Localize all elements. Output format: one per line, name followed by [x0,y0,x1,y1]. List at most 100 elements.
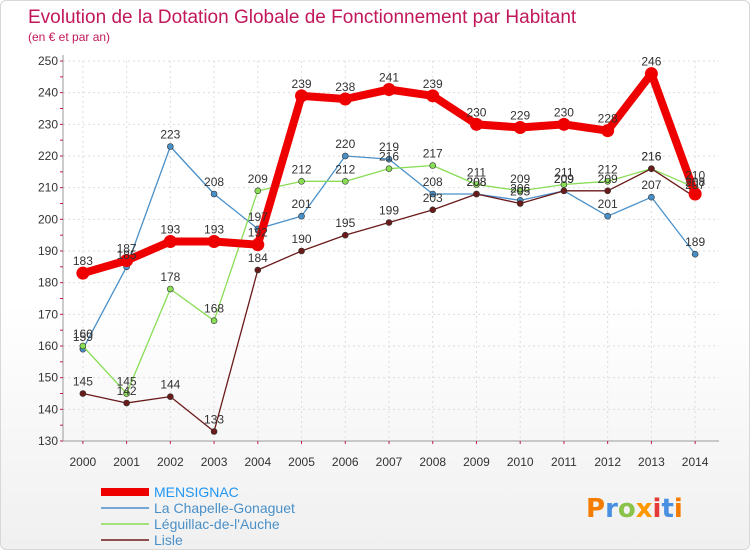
data-point [604,178,611,185]
data-label: 209 [510,172,530,186]
data-label: 197 [248,210,268,224]
data-label: 199 [379,204,399,218]
data-point [688,187,702,201]
data-point [210,428,218,435]
data-point [648,193,655,201]
data-point [604,187,611,195]
data-point [79,342,87,350]
x-tick-label: 2007 [376,455,403,469]
data-point [429,206,437,214]
data-point [295,89,309,103]
data-label: 212 [292,162,312,176]
data-label: 216 [641,150,661,164]
y-tick-label: 210 [38,181,58,195]
proxiti-logo: Proxiti [586,494,683,524]
data-point [167,285,174,293]
legend-label: La Chapelle-Gonaguet [154,500,295,516]
data-label: 184 [248,251,268,265]
legend-label: Lisle [154,532,183,548]
data-point [557,117,571,131]
series-lisle [79,165,699,435]
data-point [338,92,352,106]
data-label: 203 [423,191,443,205]
data-point [644,67,658,81]
data-label: 211 [467,166,486,180]
data-point [513,121,527,134]
data-label: 209 [554,172,574,186]
data-point [341,231,349,239]
data-label: 189 [685,235,705,249]
y-tick-label: 200 [38,212,58,226]
data-label: 144 [160,378,180,392]
data-point [473,190,480,198]
data-point [123,390,130,397]
data-point [167,393,174,400]
chart-title: Evolution de la Dotation Globale de Fonc… [28,7,577,28]
data-point [76,266,90,280]
data-point [382,83,396,96]
data-label: 210 [685,169,705,183]
data-point [473,181,480,188]
data-point [385,155,393,163]
data-point [120,254,134,267]
data-label: 230 [466,105,486,119]
data-label: 209 [248,172,268,186]
data-label: 178 [160,270,180,284]
x-tick-label: 2014 [682,455,709,469]
data-label: 208 [466,175,486,189]
y-tick-label: 240 [38,86,58,100]
data-point [123,399,130,407]
data-label: 205 [510,185,530,199]
data-point [210,317,218,324]
data-label: 219 [379,140,399,154]
data-label: 145 [117,375,137,389]
x-tick-label: 2005 [288,455,315,469]
x-tick-label: 2000 [70,455,97,469]
data-label: 206 [510,181,530,195]
data-label: 192 [248,226,268,240]
data-label: 239 [423,77,443,91]
data-point [426,89,440,103]
data-label: 209 [554,172,574,186]
data-point [207,235,221,248]
data-point [429,162,437,169]
y-tick-label: 190 [38,244,58,258]
data-label: 212 [598,162,618,176]
data-point [341,152,349,160]
data-point [516,187,524,195]
x-tick-label: 2008 [419,455,446,469]
data-label: 195 [335,216,355,230]
data-label: 193 [160,223,180,237]
data-label: 207 [641,178,661,192]
data-label: 223 [160,128,180,142]
data-point [251,238,265,252]
data-point [341,178,349,185]
x-tick-label: 2003 [201,455,228,469]
legend-label: MENSIGNAC [154,484,239,500]
x-tick-label: 2002 [157,455,184,469]
data-point [601,124,615,138]
data-label: 239 [292,77,312,91]
data-point [429,190,437,198]
y-tick-label: 250 [38,54,58,68]
x-tick-label: 2011 [551,455,577,469]
data-label: 246 [641,55,661,69]
data-label: 241 [379,71,399,85]
data-label: 183 [73,254,93,268]
x-tick-label: 2013 [638,455,665,469]
y-tick-label: 170 [38,307,58,321]
chart-subtitle: (en € et par an) [28,30,110,44]
data-label: 217 [423,147,443,161]
x-tick-label: 2009 [463,455,490,469]
data-point [254,187,262,195]
data-label: 160 [73,327,93,341]
data-point [560,181,568,188]
data-point [298,178,305,185]
data-label: 159 [73,330,93,344]
